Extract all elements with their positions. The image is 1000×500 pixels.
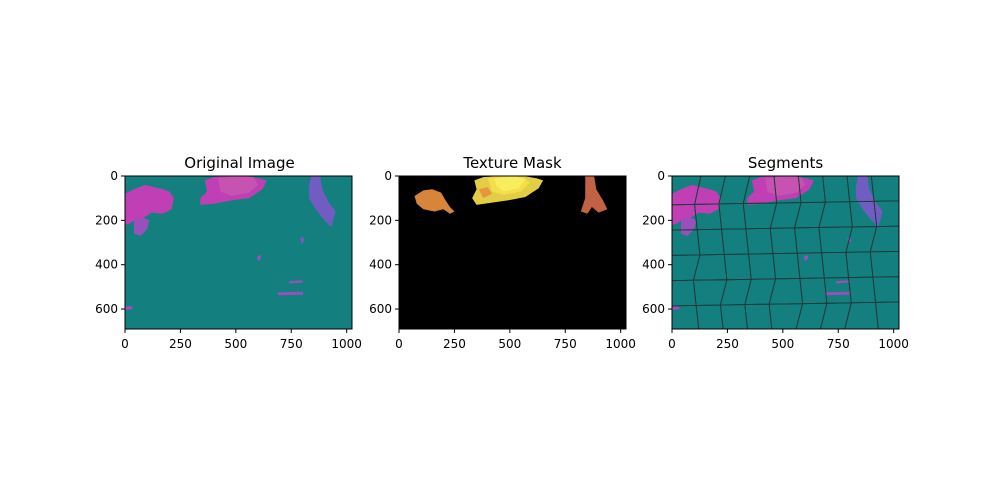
image-area <box>671 175 900 330</box>
y-tick-label: 400 <box>369 258 392 272</box>
axes-frame <box>671 175 900 330</box>
panel-title: Segments <box>748 154 824 172</box>
panel-title: Original Image <box>184 154 294 172</box>
x-tick-label: 1000 <box>878 337 909 351</box>
texture-region <box>836 280 851 284</box>
x-tick-label: 1000 <box>331 337 362 351</box>
image-area <box>125 176 353 329</box>
image-area <box>399 176 627 329</box>
panel-segments: Segments 0 250 500 750 1000 0 200 400 600 <box>642 154 909 351</box>
panel-texture-mask: Texture Mask 0 250 500 750 1000 0 200 400 600 <box>369 154 636 351</box>
texture-region <box>672 305 680 311</box>
axis-ticks: 0 250 500 750 1000 0 200 400 600 <box>95 169 362 351</box>
x-tick-label: 1000 <box>605 337 636 351</box>
texture-region <box>277 291 304 296</box>
y-tick-label: 600 <box>369 302 392 316</box>
x-tick-label: 250 <box>169 337 192 351</box>
axis-ticks: 0 250 500 750 1000 0 200 400 600 <box>369 169 636 351</box>
panel-title: Texture Mask <box>462 154 562 172</box>
y-tick-label: 0 <box>384 169 392 183</box>
y-tick-label: 200 <box>642 213 665 227</box>
texture-region <box>414 189 455 214</box>
x-tick-label: 0 <box>395 337 403 351</box>
texture-region <box>309 176 336 227</box>
x-tick-label: 500 <box>224 337 247 351</box>
texture-highlight <box>494 176 526 192</box>
x-tick-label: 500 <box>498 337 521 351</box>
axis-ticks: 0 250 500 750 1000 0 200 400 600 <box>642 169 909 351</box>
texture-region <box>289 280 304 284</box>
texture-region <box>672 184 721 225</box>
x-tick-label: 0 <box>668 337 676 351</box>
panel-original-image: Original Image 0 250 500 750 1000 0 200 400 600 <box>95 154 362 351</box>
y-tick-label: 200 <box>95 213 118 227</box>
texture-region <box>218 176 259 196</box>
texture-region <box>133 217 150 236</box>
x-tick-label: 750 <box>827 337 850 351</box>
x-tick-label: 750 <box>554 337 577 351</box>
y-tick-label: 600 <box>642 302 665 316</box>
y-tick-label: 400 <box>642 258 665 272</box>
texture-region <box>580 176 608 214</box>
texture-region <box>125 305 133 311</box>
x-tick-label: 250 <box>443 337 466 351</box>
x-tick-label: 0 <box>121 337 129 351</box>
texture-region <box>478 187 493 199</box>
texture-region <box>256 254 262 262</box>
x-tick-label: 500 <box>771 337 794 351</box>
texture-region <box>300 236 305 244</box>
y-tick-label: 0 <box>110 169 118 183</box>
texture-region <box>125 184 174 225</box>
y-tick-label: 400 <box>95 258 118 272</box>
x-tick-label: 750 <box>280 337 303 351</box>
texture-region <box>803 254 809 262</box>
y-tick-label: 600 <box>95 302 118 316</box>
y-tick-label: 0 <box>657 169 665 183</box>
x-tick-label: 250 <box>716 337 739 351</box>
axes-frame <box>398 175 627 330</box>
y-tick-label: 200 <box>369 213 392 227</box>
texture-region <box>824 291 851 296</box>
axes-frame <box>124 175 353 330</box>
texture-region <box>680 217 697 236</box>
